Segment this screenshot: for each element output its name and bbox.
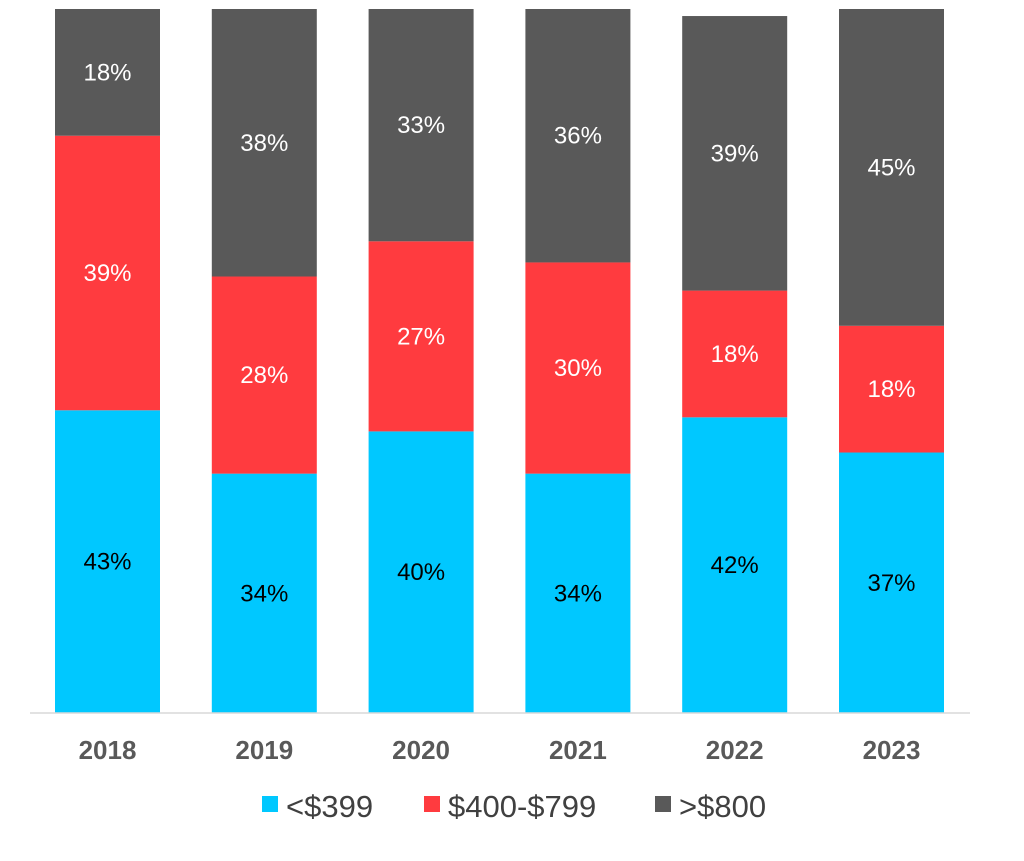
bar-segment-2020-series-3	[368, 9, 474, 242]
bar-segment-2018-series-3	[55, 9, 160, 136]
bar-segment-2018-series-1	[55, 410, 160, 713]
data-label-2020-series-1: 40%	[397, 559, 445, 586]
data-label-2019-series-2: 28%	[240, 362, 288, 389]
data-label-2018-series-2: 39%	[83, 260, 131, 287]
data-label-2018-series-1: 43%	[83, 549, 131, 576]
data-label-2018-series-3: 18%	[83, 59, 131, 86]
bar-segment-2021-series-2	[525, 262, 631, 474]
bar-segment-2022-series-3	[682, 16, 788, 291]
bar-segment-2022-series-2	[682, 290, 788, 418]
data-label-2021-series-1: 34%	[554, 580, 602, 607]
data-label-2019-series-1: 34%	[240, 580, 288, 607]
legend-swatch-series-1	[262, 796, 278, 812]
data-label-2019-series-3: 38%	[240, 130, 288, 157]
legend: <$399 $400-$799 >$800	[262, 789, 766, 824]
x-tick-label-2021: 2021	[549, 735, 607, 765]
bar-segment-2023-series-2	[839, 325, 944, 453]
data-label-2021-series-3: 36%	[554, 123, 602, 150]
bar-segment-2021-series-3	[525, 9, 631, 263]
bar-segment-2022-series-1	[682, 417, 788, 713]
data-label-2022-series-2: 18%	[711, 341, 759, 368]
x-tick-label-2022: 2022	[706, 735, 764, 765]
bar-segment-2023-series-3	[839, 9, 944, 326]
legend-label-series-1: <$399	[286, 789, 373, 824]
x-tick-labels: 2018 2019 2020 2021 2022 2023	[79, 735, 921, 765]
legend-label-series-2: $400-$799	[448, 789, 596, 824]
data-label-2020-series-3: 33%	[397, 112, 445, 139]
bar-segment-2020-series-2	[368, 241, 474, 432]
legend-label-series-3: >$800	[679, 789, 766, 824]
bar-segment-2019-series-3	[211, 9, 317, 277]
x-tick-label-2019: 2019	[235, 735, 293, 765]
data-label-2022-series-1: 42%	[711, 552, 759, 579]
x-tick-label-2018: 2018	[79, 735, 137, 765]
bar-segment-2020-series-1	[368, 431, 474, 713]
bar-segment-2021-series-1	[525, 473, 631, 713]
bar-segment-2023-series-1	[839, 452, 944, 713]
bar-segment-2019-series-2	[211, 276, 317, 474]
legend-swatch-series-3	[655, 796, 671, 812]
data-label-2020-series-2: 27%	[397, 323, 445, 350]
bars-group: 43% 39% 18% 34% 28% 38% 40% 27% 33% 34% 30% 36% 42% 1…	[55, 9, 944, 713]
legend-swatch-series-2	[424, 796, 440, 812]
bar-segment-2018-series-2	[55, 135, 160, 411]
data-label-2021-series-2: 30%	[554, 355, 602, 382]
data-label-2023-series-2: 18%	[867, 376, 915, 403]
data-label-2022-series-3: 39%	[711, 140, 759, 167]
data-label-2023-series-3: 45%	[867, 154, 915, 181]
data-label-2023-series-1: 37%	[867, 570, 915, 597]
x-tick-label-2023: 2023	[863, 735, 921, 765]
bar-segment-2019-series-1	[211, 473, 317, 713]
x-tick-label-2020: 2020	[392, 735, 450, 765]
